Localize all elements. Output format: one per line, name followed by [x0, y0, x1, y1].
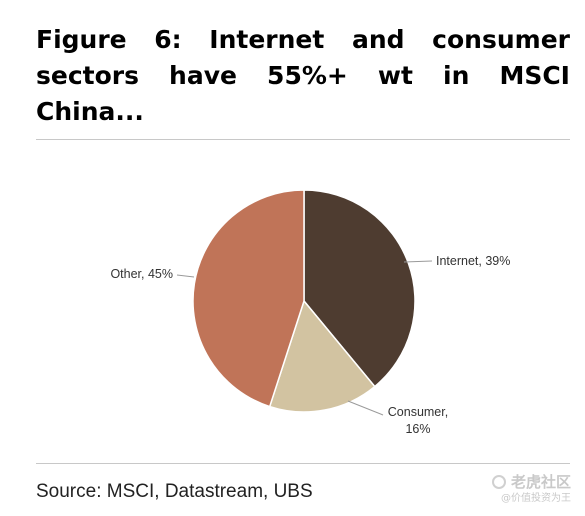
watermark-main-text: 老虎社区 — [510, 473, 571, 491]
watermark-sub: @价值投资为王 — [501, 493, 571, 504]
pie-slice-consumer — [268, 299, 376, 413]
slice-label-other: Other, 45% — [110, 267, 173, 281]
chart-title: Figure 6: Internet and consumer sectors … — [36, 25, 570, 126]
pie-chart: Internet, 39% Consumer, 16% Other, 45% — [110, 189, 510, 436]
leader-line-consumer — [347, 400, 384, 416]
pie-slice-other — [192, 189, 305, 408]
slice-label-consumer: Consumer, 16% — [388, 405, 448, 436]
leader-line-other — [176, 274, 195, 278]
slice-labels: Internet, 39% Consumer, 16% Other, 45% — [110, 254, 510, 436]
source-note: Source: MSCI, Datastream, UBS — [36, 481, 313, 502]
bottom-divider — [36, 463, 570, 464]
tiger-logo-icon — [491, 475, 506, 489]
top-divider — [36, 139, 570, 140]
leader-line-internet — [403, 260, 433, 263]
watermark-main: 老虎社区 — [491, 472, 571, 492]
leader-lines — [176, 260, 433, 416]
pie-slice-internet — [303, 189, 416, 388]
watermark: 老虎社区 @价值投资为王 — [491, 472, 571, 506]
pie-slices — [192, 189, 416, 413]
slice-label-internet: Internet, 39% — [436, 254, 510, 268]
